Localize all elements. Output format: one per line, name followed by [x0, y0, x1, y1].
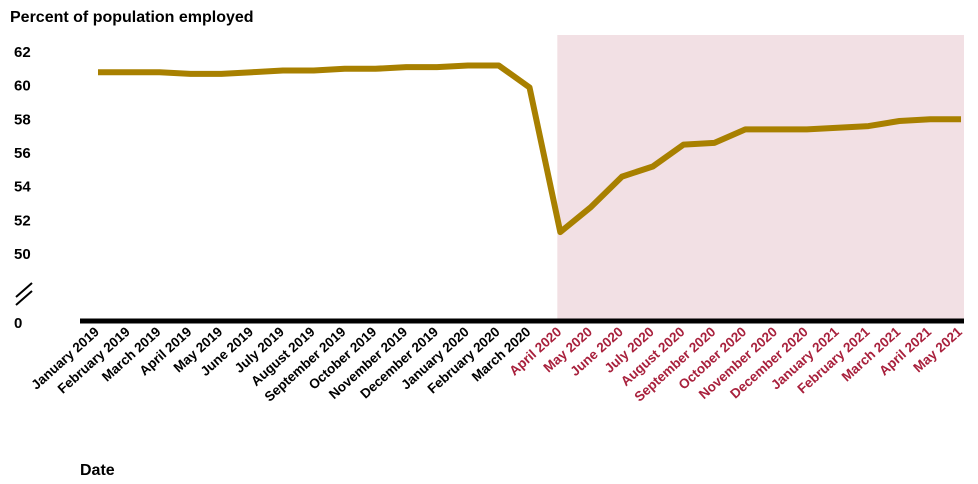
- y-tick-label: 0: [14, 315, 22, 332]
- y-tick-label: 58: [14, 111, 31, 128]
- axis-break-icon: [15, 282, 33, 306]
- series-line: [98, 62, 961, 236]
- y-tick-label: 56: [14, 145, 31, 162]
- y-tick-labels: 62 60 58 56 54 52 50 0: [14, 44, 31, 332]
- x-axis-title: Date: [80, 462, 115, 479]
- y-axis-title: Percent of population employed: [10, 9, 254, 26]
- y-tick-label: 50: [14, 246, 31, 263]
- y-tick-label: 52: [14, 212, 31, 229]
- y-tick-label: 60: [14, 78, 31, 95]
- y-tick-label: 62: [14, 44, 31, 61]
- y-tick-label: 54: [14, 179, 31, 196]
